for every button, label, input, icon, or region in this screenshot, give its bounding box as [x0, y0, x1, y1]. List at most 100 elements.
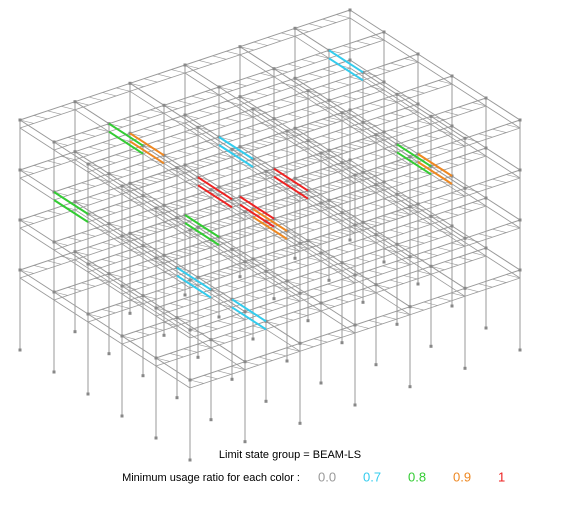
node [417, 283, 420, 286]
node [121, 235, 124, 238]
node [519, 269, 522, 272]
truss-web [254, 42, 268, 45]
truss-web [294, 162, 308, 165]
node [341, 111, 344, 114]
node [163, 104, 166, 107]
node [409, 305, 412, 308]
node [87, 163, 90, 166]
node [176, 166, 179, 169]
node [121, 285, 124, 288]
node [294, 127, 297, 130]
truss-web [144, 79, 158, 83]
node [155, 357, 158, 360]
node [396, 323, 399, 326]
truss-web [281, 33, 295, 36]
node [197, 356, 200, 359]
node [409, 385, 412, 388]
node [451, 305, 454, 308]
truss-web [205, 159, 219, 162]
truss-web [226, 51, 240, 54]
node [189, 229, 192, 232]
truss-web [218, 321, 232, 325]
node [129, 182, 132, 185]
node [286, 360, 289, 363]
truss-web [34, 115, 48, 118]
node [184, 64, 187, 67]
node [273, 67, 276, 70]
truss-web [190, 380, 204, 383]
node [294, 77, 297, 80]
node [299, 292, 302, 295]
truss-web [144, 229, 158, 232]
truss-web [425, 85, 439, 88]
viewport: Limit state group = BEAM-LS Minimum usag… [0, 0, 568, 506]
node [417, 103, 420, 106]
truss-web [239, 181, 253, 184]
node [197, 226, 200, 229]
truss-web [82, 133, 96, 137]
node [176, 396, 179, 399]
node [396, 93, 399, 96]
node [252, 108, 255, 111]
truss-web [323, 19, 337, 22]
node [176, 316, 179, 319]
node [108, 272, 111, 275]
node [430, 215, 433, 218]
node [273, 117, 276, 120]
node [210, 338, 213, 341]
truss-web [383, 266, 397, 270]
truss-web [493, 279, 507, 282]
node [163, 254, 166, 257]
node [286, 130, 289, 133]
node [142, 194, 145, 197]
node [121, 415, 124, 418]
node [142, 374, 145, 377]
beam [130, 115, 185, 133]
node [163, 204, 166, 207]
node [231, 148, 234, 151]
node [341, 341, 344, 344]
truss-web [315, 122, 329, 126]
node [341, 161, 344, 164]
legend-value: 1 [498, 469, 505, 484]
truss-web [103, 93, 117, 96]
node [108, 172, 111, 175]
truss-web [438, 248, 452, 251]
truss-web [328, 334, 342, 337]
node [383, 261, 386, 264]
legend-label: Minimum usage ratio for each color : [122, 472, 300, 484]
truss-web [116, 88, 130, 91]
truss-web [150, 177, 164, 181]
legend-value: 0.0 [318, 469, 336, 484]
truss-web [218, 371, 232, 375]
node [354, 224, 357, 227]
frame-view: Limit state group = BEAM-LS Minimum usag… [0, 0, 568, 506]
node [519, 219, 522, 222]
truss-web [192, 96, 206, 99]
node [244, 310, 247, 313]
truss-web [383, 316, 397, 320]
truss-web [281, 100, 295, 104]
node [252, 338, 255, 341]
node [155, 257, 158, 260]
node [299, 342, 302, 345]
node [349, 239, 352, 242]
node [328, 99, 331, 102]
node [189, 379, 192, 382]
truss-web [48, 111, 62, 115]
node [519, 169, 522, 172]
truss-web [218, 271, 232, 275]
beam [295, 10, 350, 28]
node [294, 27, 297, 30]
node [349, 159, 352, 162]
node [464, 237, 467, 240]
node [485, 327, 488, 330]
node [74, 200, 77, 203]
node [307, 319, 310, 322]
node [176, 216, 179, 219]
node [320, 252, 323, 255]
truss-web [158, 74, 172, 77]
node [286, 180, 289, 183]
node [273, 297, 276, 300]
truss-web [171, 137, 185, 140]
